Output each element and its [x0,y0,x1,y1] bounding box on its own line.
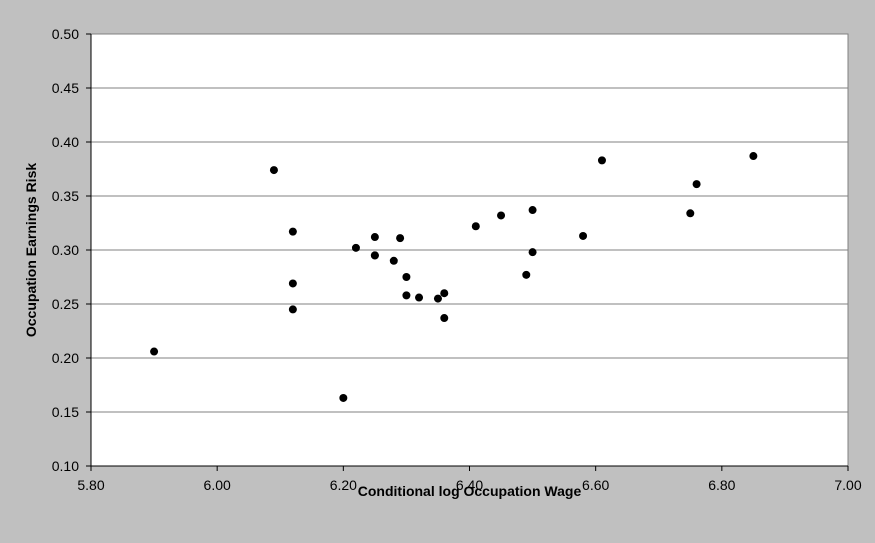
x-tick-label: 6.00 [204,477,231,493]
x-tick-labels: 5.80 6.00 6.20 6.40 6.60 6.80 7.00 [77,466,862,493]
data-points [150,152,758,402]
y-tick-label: 0.45 [52,80,79,96]
data-point [288,227,297,236]
data-point [396,234,405,243]
y-tick-label: 0.20 [52,350,79,366]
data-point [150,347,159,356]
data-point [497,211,506,220]
data-point [440,314,449,323]
data-point [288,279,297,288]
data-point [528,206,537,215]
data-point [370,233,379,242]
x-tick-label: 6.40 [456,477,483,493]
x-tick-label: 5.80 [77,477,104,493]
data-point [288,305,297,314]
data-point [522,270,531,279]
x-tick-label: 6.60 [582,477,609,493]
data-point [433,294,442,303]
x-axis-title: Conditional log Occupation Wage [358,483,582,499]
data-point [269,166,278,175]
data-point [370,251,379,260]
horizontal-gridlines [91,33,848,413]
data-point [692,180,701,189]
data-point [351,243,360,252]
data-point [389,256,398,265]
data-point [749,152,758,161]
data-point [415,293,424,302]
y-tick-label: 0.30 [52,242,79,258]
data-point [471,222,480,231]
data-point [402,291,411,300]
y-tick-label: 0.40 [52,134,79,150]
y-tick-label: 0.25 [52,296,79,312]
x-tick-label: 6.80 [708,477,735,493]
y-tick-labels: 0.10 0.15 0.20 0.25 0.30 0.35 0.40 0.45 0.50 [52,26,91,474]
data-point [579,231,588,240]
data-point [528,248,537,257]
y-tick-label: 0.15 [52,404,79,420]
y-axis-title: Occupation Earnings Risk [23,163,39,337]
y-tick-label: 0.35 [52,188,79,204]
data-point [339,393,348,402]
x-tick-label: 6.20 [330,477,357,493]
x-tick-label: 7.00 [834,477,861,493]
data-point [597,156,606,165]
data-point [686,209,695,218]
y-tick-label: 0.50 [52,26,79,42]
data-point [440,289,449,298]
y-tick-label: 0.10 [52,458,79,474]
data-point [402,273,411,281]
